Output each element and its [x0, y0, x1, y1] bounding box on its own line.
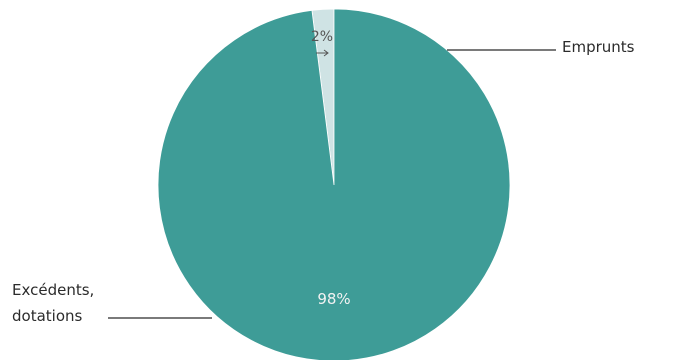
pie-slice-excedents-dotations — [157, 8, 511, 360]
category-label-excedents-line1: Excédents, — [12, 281, 94, 299]
slice-labels: 2% Emprunts 98% Excédents, dotations — [12, 29, 635, 325]
category-label-emprunts: Emprunts — [562, 38, 635, 56]
data-label-excedents-dotations: 98% — [317, 290, 350, 308]
arrow-icon — [316, 49, 329, 57]
data-label-emprunts: 2% — [311, 29, 333, 45]
leader-lines — [108, 49, 556, 319]
category-label-excedents-line2: dotations — [12, 307, 83, 325]
